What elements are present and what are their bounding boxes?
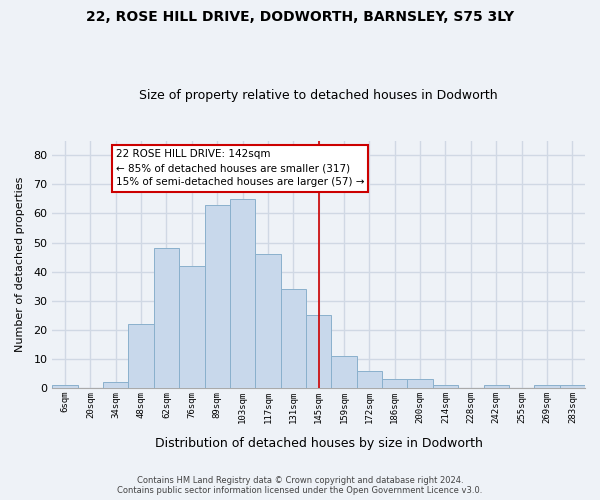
Text: 22 ROSE HILL DRIVE: 142sqm
← 85% of detached houses are smaller (317)
15% of sem: 22 ROSE HILL DRIVE: 142sqm ← 85% of deta… — [116, 150, 364, 188]
Bar — [560, 385, 585, 388]
Title: Size of property relative to detached houses in Dodworth: Size of property relative to detached ho… — [139, 89, 498, 102]
Text: 22, ROSE HILL DRIVE, DODWORTH, BARNSLEY, S75 3LY: 22, ROSE HILL DRIVE, DODWORTH, BARNSLEY,… — [86, 10, 514, 24]
Bar — [357, 370, 382, 388]
Bar — [179, 266, 205, 388]
Bar — [382, 380, 407, 388]
Bar — [230, 199, 255, 388]
Bar — [128, 324, 154, 388]
Bar — [534, 385, 560, 388]
Bar — [103, 382, 128, 388]
Bar — [306, 316, 331, 388]
Bar — [255, 254, 281, 388]
Bar — [484, 385, 509, 388]
Text: Contains HM Land Registry data © Crown copyright and database right 2024.
Contai: Contains HM Land Registry data © Crown c… — [118, 476, 482, 495]
Bar — [281, 289, 306, 388]
Bar — [433, 385, 458, 388]
Y-axis label: Number of detached properties: Number of detached properties — [15, 176, 25, 352]
Bar — [154, 248, 179, 388]
Bar — [331, 356, 357, 388]
X-axis label: Distribution of detached houses by size in Dodworth: Distribution of detached houses by size … — [155, 437, 482, 450]
Bar — [407, 380, 433, 388]
Bar — [52, 385, 77, 388]
Bar — [205, 204, 230, 388]
